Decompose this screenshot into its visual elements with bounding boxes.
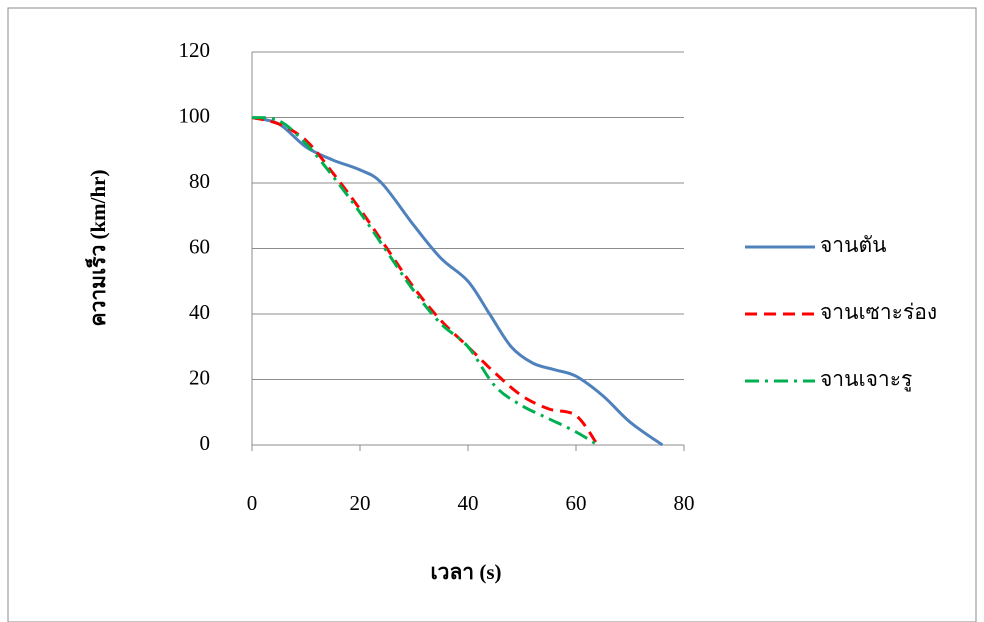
y-tick-label: 20	[189, 365, 210, 389]
y-tick-label: 60	[189, 234, 210, 258]
y-tick-label: 40	[189, 300, 210, 324]
y-tick-label: 120	[179, 38, 211, 62]
x-tick-label: 60	[566, 491, 587, 515]
y-tick-label: 80	[189, 169, 210, 193]
series-line	[252, 118, 662, 446]
y-axis-label: ความเร็ว (km/hr)	[84, 170, 110, 327]
legend-label: จานตัน	[820, 233, 886, 257]
x-tick-label: 20	[350, 491, 371, 515]
y-tick-label: 100	[179, 103, 211, 127]
x-tick-label: 0	[247, 491, 258, 515]
series-line	[252, 118, 598, 446]
legend-label: จานเซาะร่อง	[820, 300, 937, 324]
x-axis-label: เวลา (s)	[430, 560, 501, 584]
x-tick-label: 80	[674, 491, 695, 515]
y-tick-label: 0	[200, 431, 211, 455]
legend-label: จานเจาะรู	[820, 367, 912, 392]
x-tick-label: 40	[458, 491, 479, 515]
chart: เวลา (s) ความเร็ว (km/hr) 0 20 40 60 80 100 12…	[0, 0, 984, 622]
series-line	[252, 118, 598, 446]
